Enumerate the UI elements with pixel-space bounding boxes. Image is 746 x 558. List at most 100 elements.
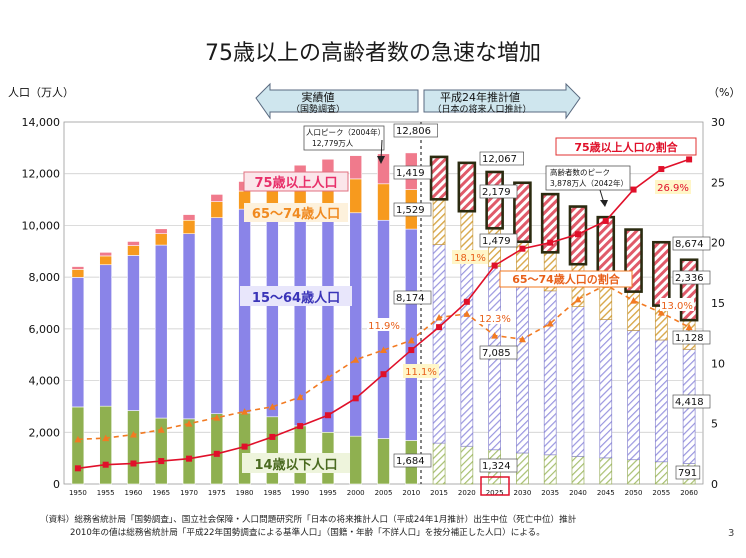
label-age15-64-2025-box bbox=[479, 345, 518, 360]
point-ratio65-74-2010 bbox=[407, 336, 415, 344]
callout-peak-population: 人口ピーク（2004年） 12,779万人 bbox=[303, 125, 385, 164]
legend-age75: 75歳以上人口 bbox=[243, 171, 349, 192]
point-ratio65-74-1965 bbox=[157, 426, 165, 433]
line-ratio65-74 bbox=[77, 283, 690, 441]
x-tick-2050: 2050 bbox=[625, 489, 643, 497]
bar-age75-2055 bbox=[652, 240, 671, 307]
bar-age75-2030 bbox=[513, 181, 532, 244]
bar-age0-14-2000 bbox=[349, 435, 363, 485]
bar-age15-64-1950 bbox=[71, 277, 85, 408]
label-age15-64-2010-box bbox=[393, 290, 432, 305]
label-total-2060: 8,674 bbox=[675, 239, 704, 250]
y-tick-left: 14,000 bbox=[22, 116, 61, 129]
point-ratio65-74-1980 bbox=[241, 408, 249, 415]
point-ratio75-1960 bbox=[130, 460, 137, 467]
bar-age15-64-2030 bbox=[516, 277, 529, 454]
x-axis-ticks: 1950 1955 1960 1965 1970 1975 1980 1985 1990 1995… bbox=[69, 489, 698, 497]
label-age65-74-2025-box bbox=[479, 233, 518, 248]
bar-age65-74-1955 bbox=[99, 255, 112, 266]
bar-age65-74-2020 bbox=[460, 210, 474, 257]
point-ratio75-1955 bbox=[102, 461, 109, 468]
x-tick-2000: 2000 bbox=[347, 489, 365, 497]
point-ratio75-1965 bbox=[158, 458, 165, 465]
x-tick-2060: 2060 bbox=[680, 489, 698, 497]
legend-age65-74-label: 65〜74歳人口 bbox=[252, 206, 340, 222]
bar-age75-2045 bbox=[596, 215, 616, 277]
bar-age15-64-1965 bbox=[154, 244, 168, 419]
bar-age0-14-2055 bbox=[654, 461, 668, 485]
point-ratio65-74-1985 bbox=[268, 403, 276, 410]
point-ratio75-1975 bbox=[213, 450, 220, 457]
point-ratio65-74-2005 bbox=[380, 346, 387, 354]
bar-age0-14-2040 bbox=[571, 455, 585, 485]
bar-age65-74-1960 bbox=[127, 245, 140, 256]
ratio75-label-2060: 26.9% bbox=[657, 183, 689, 194]
x-tick-1955: 1955 bbox=[97, 489, 115, 497]
point-ratio65-74-1970 bbox=[185, 420, 193, 427]
x-tick-2040: 2040 bbox=[569, 489, 587, 497]
point-ratio65-74-2030 bbox=[518, 335, 526, 343]
bar-age15-64-2010 bbox=[404, 228, 418, 441]
period-estimate-arrow: 平成24年推計値 （日本の将来人口推計） bbox=[423, 82, 581, 120]
bar-age75-2025 bbox=[485, 170, 504, 230]
label-total-2025-box bbox=[479, 151, 524, 166]
bar-age15-64-1990 bbox=[293, 203, 307, 427]
bar-age15-64-2055 bbox=[654, 339, 668, 463]
bar-age15-64-1955 bbox=[99, 264, 112, 407]
bar-age0-14-2045 bbox=[599, 457, 613, 485]
highlight-2025-box bbox=[480, 476, 510, 496]
bar-age15-64-2000 bbox=[349, 212, 363, 437]
point-ratio65-74-2060 bbox=[685, 323, 693, 331]
source-line-2: 2010年の値は総務省統計局「平成22年国勢調査による基準人口」（国籍・年齢「不… bbox=[70, 526, 545, 538]
y-tick-left: 8,000 bbox=[29, 271, 61, 284]
label-age65-74-2025: 1,479 bbox=[482, 236, 511, 247]
point-ratio75-2035 bbox=[547, 239, 554, 246]
point-ratio65-74-2020 bbox=[463, 310, 471, 317]
x-tick-1960: 1960 bbox=[125, 489, 143, 497]
legend-ratio75-label: 75歳以上人口の割合 bbox=[574, 140, 678, 154]
period-estimate-sub: （日本の将来人口推計） bbox=[432, 103, 531, 115]
bar-age0-14-2030 bbox=[516, 452, 529, 485]
ratio65-74-label-2010: 11.9% bbox=[368, 321, 400, 332]
bar-age15-64-2020 bbox=[460, 256, 474, 447]
bar-value-labels: 12,806 1,419 1,529 8,174 1,684 12,067 2,179 1,4… bbox=[393, 123, 711, 480]
callout-peak-population-line2: 12,779万人 bbox=[312, 139, 354, 148]
label-age65-74-2010: 1,529 bbox=[396, 205, 425, 216]
label-age0-14-2010-box bbox=[393, 453, 432, 468]
point-ratio75-2000 bbox=[352, 395, 359, 402]
label-age75-2025-box bbox=[479, 184, 518, 199]
callout-peak-elderly-line1: 高齢者数のピーク bbox=[550, 167, 610, 177]
bar-age15-64-2045 bbox=[599, 319, 613, 459]
y-axis-left-ticks: 0 2,000 4,000 6,000 8,000 10,000 12,000 14,000 bbox=[22, 116, 61, 491]
point-ratio65-74-2050 bbox=[630, 297, 638, 304]
ratio65-74-label-2025: 12.3% bbox=[479, 314, 511, 325]
label-age65-74-2060-box bbox=[672, 330, 711, 345]
point-ratio65-74-2040 bbox=[574, 295, 582, 303]
bar-age75-1970 bbox=[182, 214, 196, 221]
bar-age0-14-2015 bbox=[432, 442, 446, 485]
bar-age65-74-2015 bbox=[432, 198, 446, 245]
y-tick-right: 25 bbox=[711, 176, 725, 189]
bar-age75-2000 bbox=[349, 155, 363, 180]
y-tick-left: 12,000 bbox=[22, 168, 61, 181]
bar-age75-1960 bbox=[127, 241, 140, 246]
point-ratio65-74-1950 bbox=[74, 435, 82, 443]
bar-age15-64-1995 bbox=[321, 206, 335, 433]
bar-age15-64-2035 bbox=[543, 290, 557, 456]
callout-peak-elderly: 高齢者数のピーク 3,878万人（2042年） bbox=[545, 165, 631, 207]
x-tick-1975: 1975 bbox=[208, 489, 226, 497]
x-tick-1980: 1980 bbox=[236, 489, 254, 497]
bar-age75-1955 bbox=[99, 252, 112, 257]
bar-age15-64-1975 bbox=[210, 217, 224, 414]
source-line-1: （資料）総務省統計局「国勢調査」、国立社会保障・人口問題研究所「日本の将来推計人… bbox=[40, 513, 577, 525]
x-tick-2010: 2010 bbox=[402, 489, 420, 497]
bar-age65-74-1965 bbox=[154, 233, 168, 246]
label-age75-2060-box bbox=[672, 270, 711, 285]
period-actual-arrow: 実績値 （国勢調査） bbox=[255, 82, 419, 120]
legend-age65-74: 65〜74歳人口 bbox=[244, 203, 348, 222]
x-tick-2045: 2045 bbox=[597, 489, 615, 497]
bar-age65-74-1975 bbox=[210, 201, 224, 218]
x-tick-1995: 1995 bbox=[319, 489, 337, 497]
label-age15-64-2060: 4,418 bbox=[675, 397, 704, 408]
bar-series bbox=[71, 152, 699, 485]
